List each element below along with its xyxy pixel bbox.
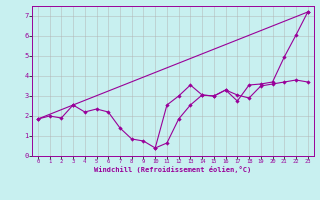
X-axis label: Windchill (Refroidissement éolien,°C): Windchill (Refroidissement éolien,°C) [94,166,252,173]
